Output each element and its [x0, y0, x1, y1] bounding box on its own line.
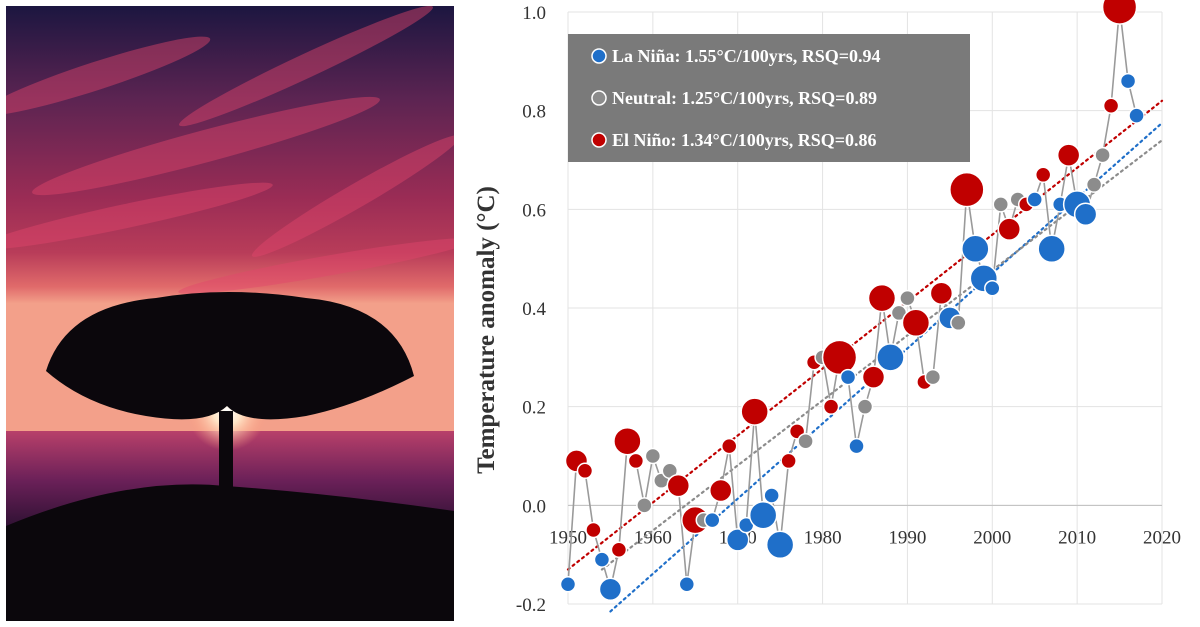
data-point-neutral	[899, 289, 916, 307]
data-point-el-nino	[610, 541, 628, 558]
data-point-la-nina	[598, 577, 623, 601]
data-point-neutral	[636, 497, 653, 514]
legend-marker-la-nina	[591, 48, 607, 64]
data-point-el-nino	[1102, 97, 1120, 114]
data-point-neutral	[1085, 176, 1103, 193]
data-point-el-nino	[576, 462, 594, 480]
data-point-la-nina	[1073, 202, 1098, 227]
y-tick-label: 0.8	[522, 102, 546, 123]
data-point-la-nina	[1037, 234, 1066, 264]
data-point-el-nino	[780, 452, 797, 470]
data-points	[559, 0, 1145, 601]
data-point-el-nino	[613, 426, 642, 456]
data-point-el-nino	[627, 452, 645, 470]
y-tick-label: 0.0	[522, 496, 546, 517]
data-point-la-nina	[876, 343, 905, 372]
data-point-neutral	[644, 447, 662, 465]
x-tick-labels: 19501960197019801990200020102020	[549, 527, 1181, 548]
data-point-el-nino	[821, 339, 858, 376]
data-point-neutral	[797, 432, 814, 450]
data-point-el-nino	[949, 171, 985, 208]
x-tick-label: 1950	[549, 527, 587, 548]
data-point-la-nina	[704, 511, 721, 529]
tree-sunset-photo	[6, 6, 454, 621]
y-tick-labels: -0.2 0.0 0.2 0.4 0.6 0.8 1.0	[516, 3, 547, 616]
y-tick-label: 0.6	[522, 200, 546, 221]
data-point-la-nina	[984, 280, 1001, 297]
legend-label-neutral: Neutral: 1.25°C/100yrs, RSQ=0.89	[612, 88, 877, 108]
trendline-el-nino	[566, 99, 1164, 571]
data-point-el-nino	[1034, 166, 1052, 184]
y-tick-label: 1.0	[522, 3, 546, 24]
data-point-el-nino	[666, 473, 691, 498]
y-axis-label: Temperature anomaly (°C)	[473, 186, 500, 474]
x-tick-label: 1960	[634, 527, 672, 548]
temperature-anomaly-chart: Temperature anomaly (°C) -0.2 0.0 0.2 0.4 0.…	[473, 0, 1181, 616]
data-point-el-nino	[867, 283, 897, 313]
data-point-neutral	[950, 314, 967, 332]
data-point-el-nino	[720, 437, 738, 455]
data-point-la-nina	[725, 528, 750, 552]
data-point-la-nina	[961, 234, 990, 264]
data-point-la-nina	[765, 530, 795, 560]
data-point-la-nina	[848, 437, 865, 455]
data-point-la-nina	[559, 576, 577, 593]
data-point-el-nino	[585, 521, 602, 539]
y-tick-label: 0.2	[522, 398, 546, 419]
data-point-la-nina	[763, 487, 780, 504]
y-tick-label: 0.4	[522, 299, 546, 320]
data-point-el-nino	[929, 281, 954, 305]
x-tick-label: 2020	[1143, 527, 1181, 548]
chart-legend: La Niña: 1.55°C/100yrs, RSQ=0.94 Neutral…	[568, 34, 970, 162]
x-tick-label: 2000	[973, 527, 1011, 548]
data-point-el-nino	[1056, 143, 1081, 167]
data-point-neutral	[924, 368, 942, 386]
legend-marker-neutral	[591, 90, 607, 106]
legend-label-el-nino: El Niño: 1.34°C/100yrs, RSQ=0.86	[612, 130, 876, 150]
data-point-el-nino	[822, 398, 840, 415]
data-point-la-nina	[1119, 72, 1137, 90]
data-point-la-nina	[839, 368, 857, 386]
legend-label-la-nina: La Niña: 1.55°C/100yrs, RSQ=0.94	[612, 46, 880, 66]
x-tick-label: 1980	[804, 527, 842, 548]
x-tick-label: 1990	[888, 527, 926, 548]
y-tick-label: -0.2	[516, 595, 546, 616]
data-point-la-nina	[748, 500, 778, 530]
data-point-el-nino	[740, 397, 769, 426]
data-point-el-nino	[1101, 0, 1138, 25]
x-tick-label: 2010	[1058, 527, 1096, 548]
data-point-el-nino	[708, 478, 733, 503]
data-point-neutral	[992, 196, 1010, 213]
legend-background	[568, 34, 970, 162]
data-point-el-nino	[997, 217, 1022, 241]
data-point-neutral	[1094, 146, 1111, 164]
data-point-neutral	[856, 398, 874, 415]
data-point-la-nina	[678, 576, 696, 593]
data-point-el-nino	[861, 365, 886, 389]
legend-marker-el-nino	[591, 132, 607, 148]
data-point-la-nina	[593, 551, 611, 568]
data-point-la-nina	[1026, 191, 1043, 208]
data-point-el-nino	[901, 308, 931, 338]
data-point-la-nina	[1128, 107, 1145, 124]
